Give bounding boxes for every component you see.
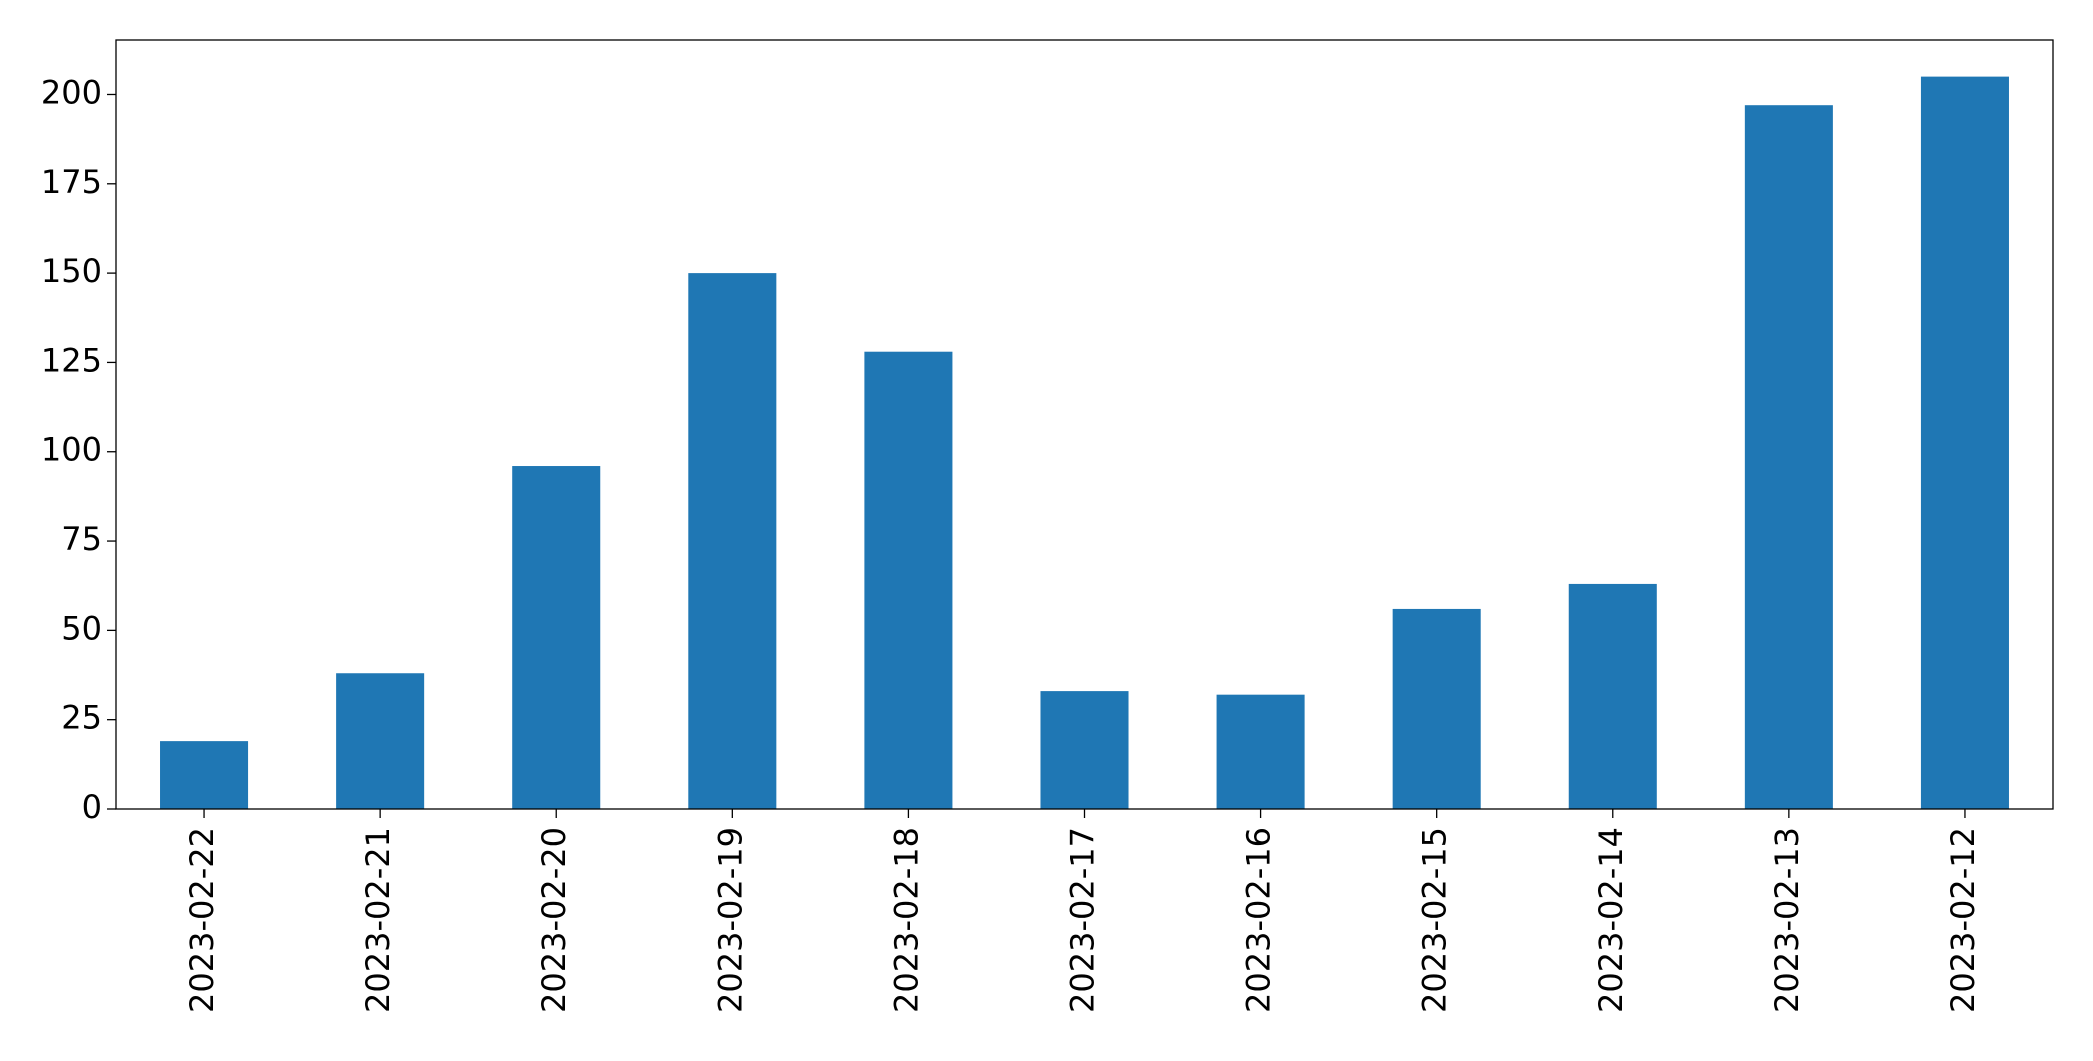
plot-frame bbox=[115, 39, 2054, 810]
x-tick-label: 2023-02-18 bbox=[887, 827, 925, 1013]
y-tick-label: 175 bbox=[41, 163, 102, 201]
y-tick-label: 150 bbox=[41, 252, 102, 290]
y-tick-label: 200 bbox=[41, 73, 102, 111]
bar bbox=[336, 673, 425, 809]
y-tick-label: 125 bbox=[41, 341, 102, 379]
x-tick-label: 2023-02-17 bbox=[1064, 827, 1102, 1013]
bar bbox=[160, 741, 249, 809]
x-tick-label: 2023-02-15 bbox=[1416, 827, 1454, 1013]
x-tick-label: 2023-02-13 bbox=[1768, 827, 1806, 1013]
y-tick-label: 0 bbox=[82, 788, 102, 826]
bar bbox=[864, 351, 953, 809]
x-tick-label: 2023-02-21 bbox=[359, 827, 397, 1013]
x-tick-label: 2023-02-16 bbox=[1240, 827, 1278, 1013]
bar bbox=[1040, 691, 1129, 809]
bar bbox=[688, 273, 777, 809]
bar bbox=[1920, 76, 2009, 810]
bar bbox=[1568, 583, 1657, 809]
y-tick-label: 75 bbox=[61, 520, 102, 558]
bar bbox=[1216, 694, 1305, 809]
x-tick-label: 2023-02-20 bbox=[535, 827, 573, 1013]
x-tick-label: 2023-02-22 bbox=[183, 827, 221, 1013]
bar bbox=[1744, 105, 1833, 809]
x-tick-label: 2023-02-19 bbox=[711, 827, 749, 1013]
y-tick-label: 100 bbox=[41, 431, 102, 469]
y-tick-label: 25 bbox=[61, 699, 102, 737]
x-tick-label: 2023-02-14 bbox=[1592, 827, 1630, 1013]
y-tick-label: 50 bbox=[61, 609, 102, 647]
bar bbox=[512, 466, 601, 809]
x-tick-label: 2023-02-12 bbox=[1944, 827, 1982, 1013]
bar bbox=[1392, 608, 1481, 809]
